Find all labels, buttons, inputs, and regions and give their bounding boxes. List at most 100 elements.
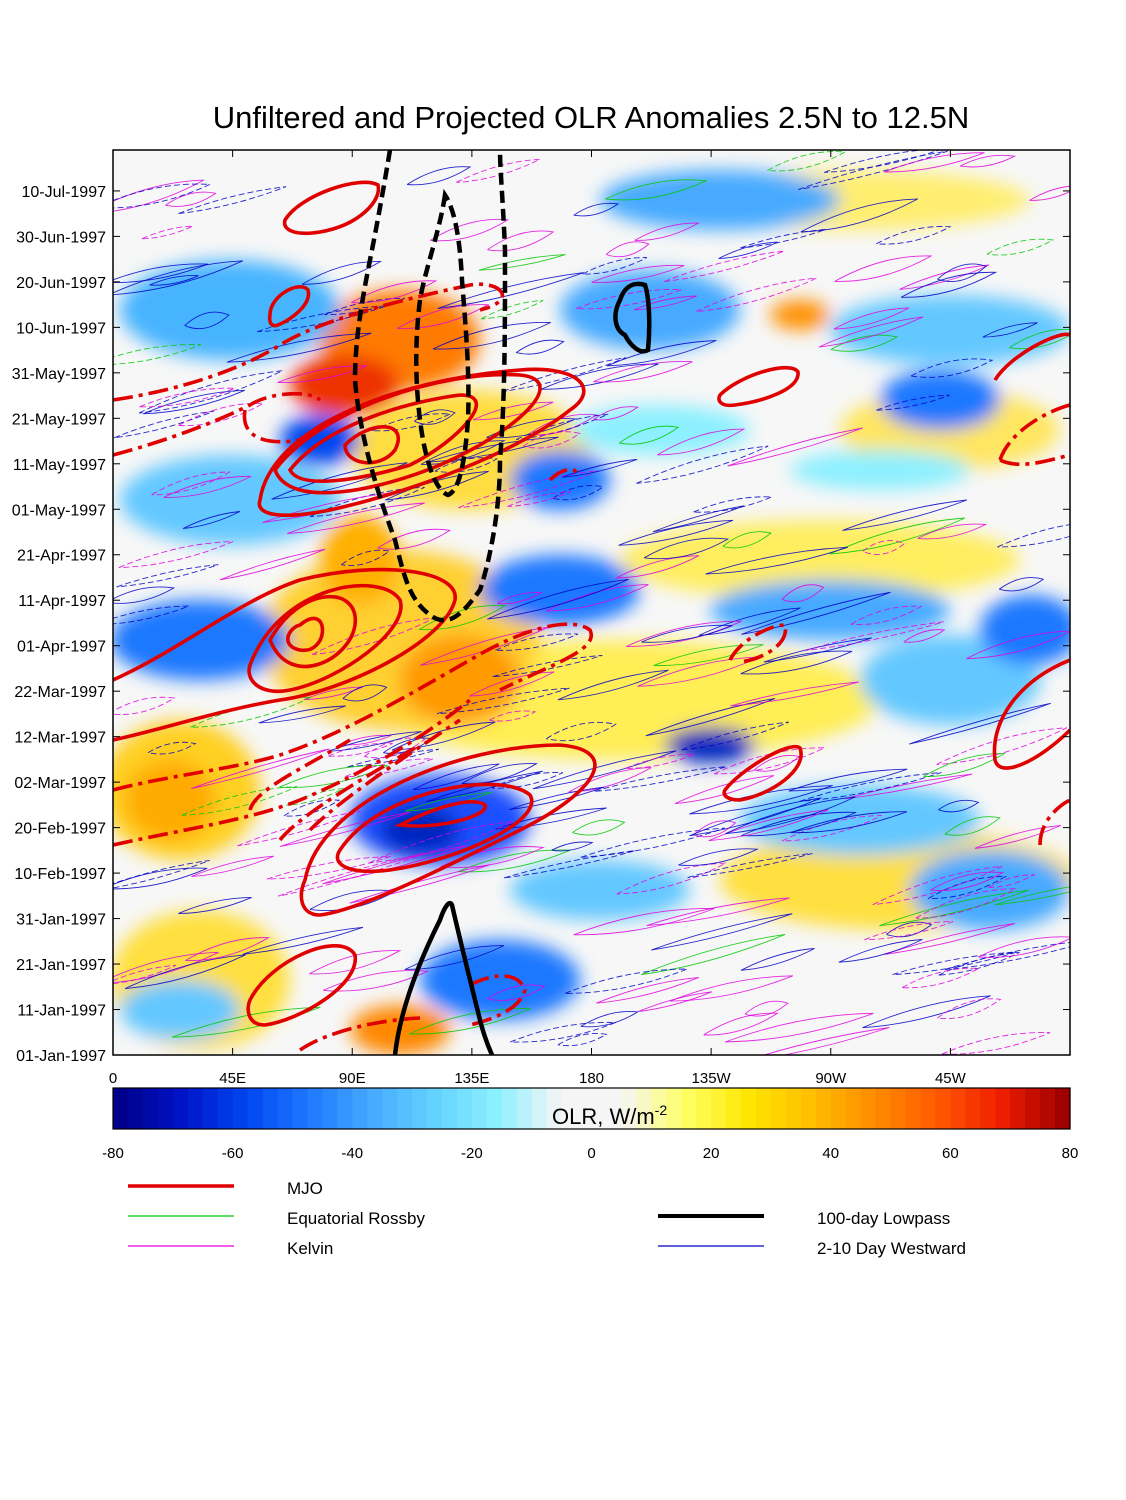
wave-contour — [790, 811, 908, 834]
wave-contour — [634, 222, 700, 241]
wave-contour — [412, 763, 500, 791]
colorbar-cell — [427, 1088, 443, 1129]
wave-contour — [834, 255, 933, 282]
wave-contour — [986, 238, 1055, 256]
colorbar-cell — [127, 1088, 144, 1129]
wave-contour — [923, 753, 1006, 777]
wave-contour — [718, 241, 778, 260]
wave-contour — [982, 322, 1038, 338]
wave-contour — [941, 1032, 1051, 1055]
wave-contour — [725, 796, 856, 835]
wave-contour — [799, 772, 942, 802]
wave-contour — [633, 295, 698, 311]
colorbar-cell — [232, 1088, 249, 1129]
wave-contour — [705, 546, 848, 575]
wave-contour — [178, 896, 252, 914]
wave-contour — [741, 811, 857, 837]
wave-contour — [277, 365, 367, 383]
wave-contour — [593, 406, 639, 421]
wave-contour — [763, 637, 872, 663]
wave-contour — [497, 591, 543, 605]
colorbar-cell — [696, 1088, 712, 1129]
wave-contour — [182, 511, 241, 529]
colorbar-cell — [546, 1088, 563, 1129]
wave-contour — [573, 908, 715, 936]
colorbar-tick-label: 60 — [942, 1145, 959, 1162]
wave-contour — [279, 811, 411, 847]
wave-contour — [572, 819, 626, 836]
colorbar-cell — [755, 1088, 772, 1129]
mjo-contours — [113, 180, 1070, 1052]
x-tick-label: 135W — [692, 1070, 732, 1087]
colorbar-cell — [292, 1088, 308, 1129]
wave-contour — [626, 620, 742, 647]
wave-contour — [930, 871, 1005, 891]
colorbar-cell — [382, 1088, 398, 1129]
wave-contour — [258, 705, 346, 724]
wave-contour — [781, 815, 882, 842]
colorbar-cell — [830, 1088, 847, 1129]
wave-contour — [147, 741, 197, 755]
y-tick-label: 21-Apr-1997 — [17, 548, 106, 565]
wave-contour — [997, 524, 1070, 548]
wave-contour — [113, 586, 176, 604]
colorbar-tick-label: -80 — [102, 1145, 124, 1162]
wave-contour — [510, 1021, 616, 1043]
wave-contour — [309, 950, 402, 975]
wave-contour — [323, 970, 429, 992]
wave-contour — [552, 485, 605, 501]
wave-contour — [461, 763, 539, 785]
wave-contour — [580, 827, 725, 858]
wave-contour — [406, 166, 472, 186]
wave-contour — [540, 363, 659, 390]
wave-contour — [681, 721, 789, 751]
wave-contour — [674, 775, 775, 805]
wave-contour — [181, 786, 298, 816]
wave-contour — [113, 964, 177, 985]
colorbar-tick-label: 80 — [1062, 1145, 1079, 1162]
wave-contour — [724, 1012, 874, 1043]
wave-contour — [324, 297, 405, 316]
colorbar-cell — [935, 1088, 951, 1129]
wave-contour — [430, 218, 510, 242]
colorbar-cell — [621, 1088, 637, 1129]
wave-contour — [456, 158, 541, 183]
legend-label: Kelvin — [287, 1239, 333, 1258]
wave-contour — [347, 748, 439, 768]
wave-contour — [596, 976, 699, 1004]
wave-contour — [113, 951, 219, 983]
wave-contour — [171, 1006, 321, 1038]
wave-contour — [618, 519, 734, 546]
wave-contour — [342, 684, 388, 702]
wave-contour — [151, 471, 232, 496]
x-tick-label: 45W — [935, 1070, 967, 1087]
wave-contour — [283, 799, 341, 817]
colorbar-cell — [591, 1088, 608, 1129]
wave-contour — [432, 322, 551, 350]
wave-contour — [242, 926, 364, 955]
x-tick-label: 180 — [579, 1070, 604, 1087]
wave-contour — [638, 991, 713, 1013]
wave-contour — [664, 250, 785, 282]
colorbar-cell — [1040, 1088, 1056, 1129]
colorbar-cell — [1010, 1088, 1026, 1129]
wave-contour — [184, 311, 230, 330]
wave-contour — [713, 747, 825, 775]
wave-contour — [593, 360, 693, 383]
colorbar-cell — [307, 1088, 323, 1129]
y-tick-label: 01-Apr-1997 — [17, 639, 106, 656]
wave-contour — [557, 669, 669, 701]
wave-contour — [138, 370, 283, 414]
wave-contour — [149, 275, 199, 286]
wave-contour — [580, 1011, 640, 1028]
wave-contour — [301, 261, 383, 285]
colorbar-cell — [142, 1088, 159, 1129]
colorbar-cell — [651, 1088, 667, 1129]
wave-contour — [740, 228, 826, 249]
y-tick-label: 02-Mar-1997 — [14, 775, 106, 792]
colorbar-cell — [965, 1088, 981, 1129]
wave-contour — [640, 933, 786, 976]
wave-contour — [507, 491, 571, 507]
wave-contour — [487, 578, 629, 620]
